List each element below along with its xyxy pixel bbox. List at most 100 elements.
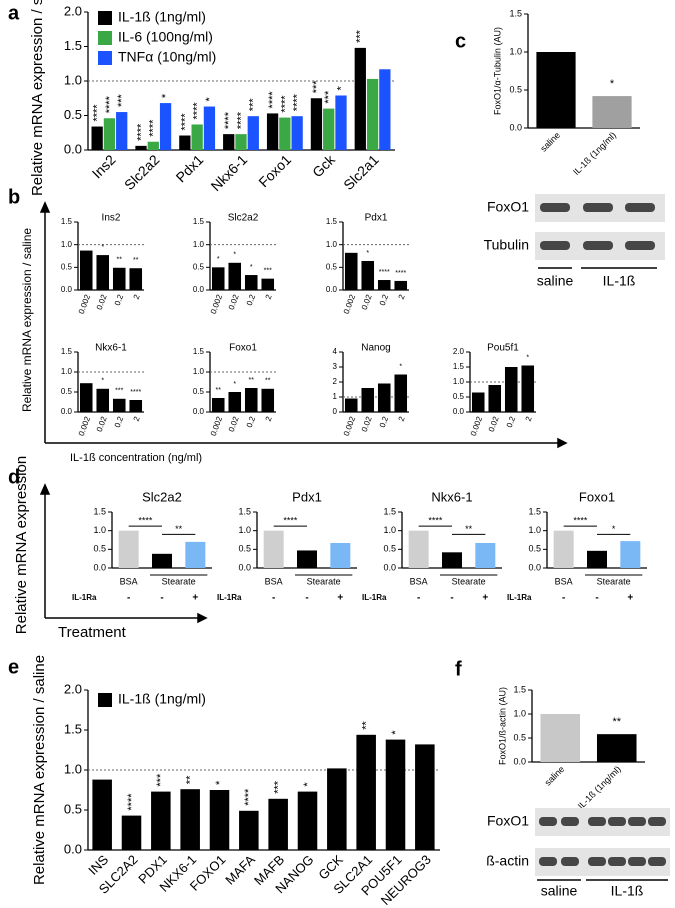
significance-label: * [302,782,314,787]
bar [361,388,375,412]
treatment-sign: + [337,593,343,604]
y-tick-label: 0.0 [64,841,82,856]
bar [244,275,258,290]
blot-band [608,817,626,826]
bar [540,714,581,762]
y-tick-label: 0.0 [528,562,541,572]
panel-letter: c [455,30,466,52]
chart-title: Nanog [361,343,390,354]
blot-band [583,203,613,212]
significance-label: ** [465,524,473,534]
chart-title: Foxo1 [229,343,257,354]
y-tick-label: 1.0 [64,72,82,87]
bar [536,52,576,128]
significance-label: *** [155,773,167,787]
group-label: BSA [265,576,283,586]
chart-title: Nkx6-1 [95,343,127,354]
x-tick-label: 2 [132,415,142,423]
bar [379,69,391,150]
bar [504,367,518,412]
blot-band [628,817,646,826]
bar [377,383,391,412]
y-tick-label: 1.5 [193,347,205,356]
significance-label: ** [612,716,621,728]
panel-letter: b [8,186,20,208]
significance-label: ** [117,257,123,264]
group-label: Stearate [162,576,196,586]
y-tick-label: 1.5 [326,217,338,226]
bar [261,388,275,412]
legend-swatch [98,11,112,25]
y-tick-label: 0 [333,407,338,416]
y-tick-label: 0.5 [513,732,526,742]
significance-label: **** [283,516,298,526]
bar [91,126,103,150]
y-tick-label: 1.5 [453,362,465,371]
treatment-sign: - [160,593,163,604]
bar [129,400,143,412]
row-label: IL-1Ra [362,593,387,602]
significance-label: *** [248,98,260,112]
y-tick-label: 0.5 [93,544,106,554]
y-tick-label: 0.0 [238,562,251,572]
y-tick-label: 0.5 [453,392,465,401]
group-label: Stearate [452,576,486,586]
significance-label: * [233,252,236,259]
blot-row-label: FoxO1 [487,199,529,215]
y-tick-label: 0.5 [61,387,73,396]
arrow-head [39,201,51,213]
y-tick-label: 0.0 [193,285,205,294]
y-tick-label: 1.5 [509,8,522,18]
bar [79,383,93,412]
y-tick-label: 1.5 [383,506,396,516]
blot-group-label: saline [541,883,578,899]
row-label: IL-1Ra [507,593,532,602]
chart-title: Nkx6-1 [431,489,472,504]
bar [592,96,632,128]
bar [297,791,318,850]
x-tick-label: 0.2 [505,415,517,429]
bar [179,135,191,150]
significance-label: **** [279,95,291,113]
blot-band [648,817,666,826]
significance-label: **** [92,104,104,122]
x-tick-label: Ins2 [89,151,119,181]
y-tick-label: 1.5 [93,506,106,516]
x-tick-label: 0.02 [360,415,374,433]
group-label: BSA [410,576,428,586]
significance-label: ** [175,524,183,534]
blot-band [561,817,579,826]
bar [247,116,259,150]
y-tick-label: 0.0 [509,122,522,132]
significance-label: * [526,354,529,361]
bar [103,118,116,150]
x-tick-label: saline [543,764,567,788]
x-axis-label: IL-1ß concentration (ng/ml) [70,452,202,464]
significance-label: **** [235,111,247,129]
bar [203,106,216,150]
bar [223,134,235,150]
bar [121,815,142,850]
y-tick-label: 0.5 [238,544,251,554]
significance-label: **** [428,516,443,526]
x-tick-label: 0.002 [469,415,484,437]
significance-label: **** [104,95,116,113]
bar [239,810,259,850]
axis-arrows [39,201,568,624]
y-tick-label: 0.5 [193,262,205,271]
x-tick-label: saline [538,130,562,154]
significance-label: * [101,378,104,385]
blot-band [625,203,655,212]
y-tick-label: 1.5 [513,684,526,694]
bar [116,112,128,150]
significance-label: **** [379,269,390,276]
blot-band [539,817,557,826]
y-tick-label: 2 [333,377,338,386]
arrow-head [197,612,208,624]
significance-label: * [335,85,347,90]
significance-label: * [204,97,216,102]
significance-label: *** [355,29,367,43]
bar [354,47,366,150]
x-tick-label: IL-1ß (1ng/ml) [571,130,618,177]
